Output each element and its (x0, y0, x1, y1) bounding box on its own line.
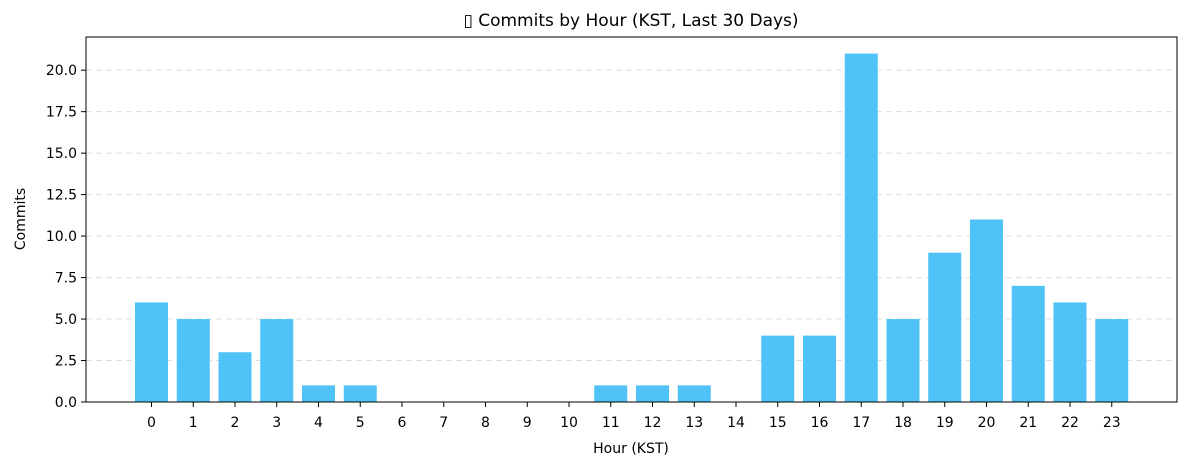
x-tick-label: 14 (727, 415, 745, 431)
y-axis-label: Commits (13, 188, 29, 250)
x-tick-label: 18 (894, 415, 912, 431)
x-axis-ticks: 0 1 2 3 4 5 6 7 8 9 10 11 12 13 14 15 16 17 18 19 20 21 22 23 (147, 402, 1121, 431)
x-tick-label: 11 (602, 415, 620, 431)
bar-hour-3 (260, 319, 294, 402)
bar-hour-13 (677, 385, 711, 402)
x-tick-label: 6 (398, 415, 407, 431)
y-tick-label: 7.5 (55, 271, 77, 287)
x-tick-label: 1 (189, 415, 198, 431)
y-tick-label: 0.0 (55, 395, 77, 411)
y-tick-label: 20.0 (46, 63, 77, 79)
y-tick-label: 12.5 (46, 188, 77, 204)
x-tick-label: 23 (1103, 415, 1121, 431)
x-tick-label: 0 (147, 415, 156, 431)
x-tick-label: 21 (1019, 415, 1037, 431)
x-tick-label: 13 (685, 415, 703, 431)
x-tick-label: 5 (356, 415, 365, 431)
bar-hour-0 (135, 302, 168, 402)
bar-hour-22 (1053, 302, 1087, 402)
bar-hour-2 (218, 352, 252, 402)
chart-title: ▯ Commits by Hour (KST, Last 30 Days) (463, 11, 798, 31)
y-tick-label: 15.0 (46, 146, 77, 162)
x-tick-label: 20 (978, 415, 996, 431)
x-tick-label: 7 (439, 415, 448, 431)
x-tick-label: 2 (231, 415, 240, 431)
bar-hour-16 (803, 335, 836, 402)
bar-hour-18 (886, 319, 920, 402)
bar-hour-4 (302, 385, 335, 402)
x-tick-label: 8 (481, 415, 490, 431)
x-tick-label: 4 (314, 415, 323, 431)
x-axis-label: Hour (KST) (593, 441, 669, 457)
bar-hour-15 (761, 335, 795, 402)
bar-hour-17 (844, 53, 878, 402)
bar-hour-1 (176, 319, 210, 402)
x-tick-label: 10 (560, 415, 578, 431)
x-tick-label: 3 (272, 415, 281, 431)
x-tick-label: 9 (523, 415, 532, 431)
bars (135, 53, 1129, 402)
bar-hour-23 (1095, 319, 1129, 402)
x-tick-label: 19 (936, 415, 954, 431)
bar-hour-11 (594, 385, 628, 402)
bar-hour-21 (1011, 285, 1045, 402)
x-tick-label: 15 (769, 415, 787, 431)
plot-frame (85, 36, 1178, 403)
x-tick-label: 12 (644, 415, 662, 431)
bar-hour-12 (636, 385, 669, 402)
y-tick-label: 2.5 (55, 354, 77, 370)
x-tick-label: 17 (852, 415, 870, 431)
x-tick-label: 22 (1061, 415, 1079, 431)
y-axis-ticks: 0.0 2.5 5.0 7.5 10.0 12.5 15.0 17.5 20.0 (46, 63, 86, 411)
y-tick-label: 17.5 (46, 105, 77, 121)
bar-hour-5 (343, 385, 377, 402)
y-tick-label: 10.0 (46, 229, 77, 245)
x-tick-label: 16 (811, 415, 829, 431)
bar-hour-20 (970, 219, 1003, 402)
y-tick-label: 5.0 (55, 312, 77, 328)
bar-hour-19 (928, 252, 962, 402)
